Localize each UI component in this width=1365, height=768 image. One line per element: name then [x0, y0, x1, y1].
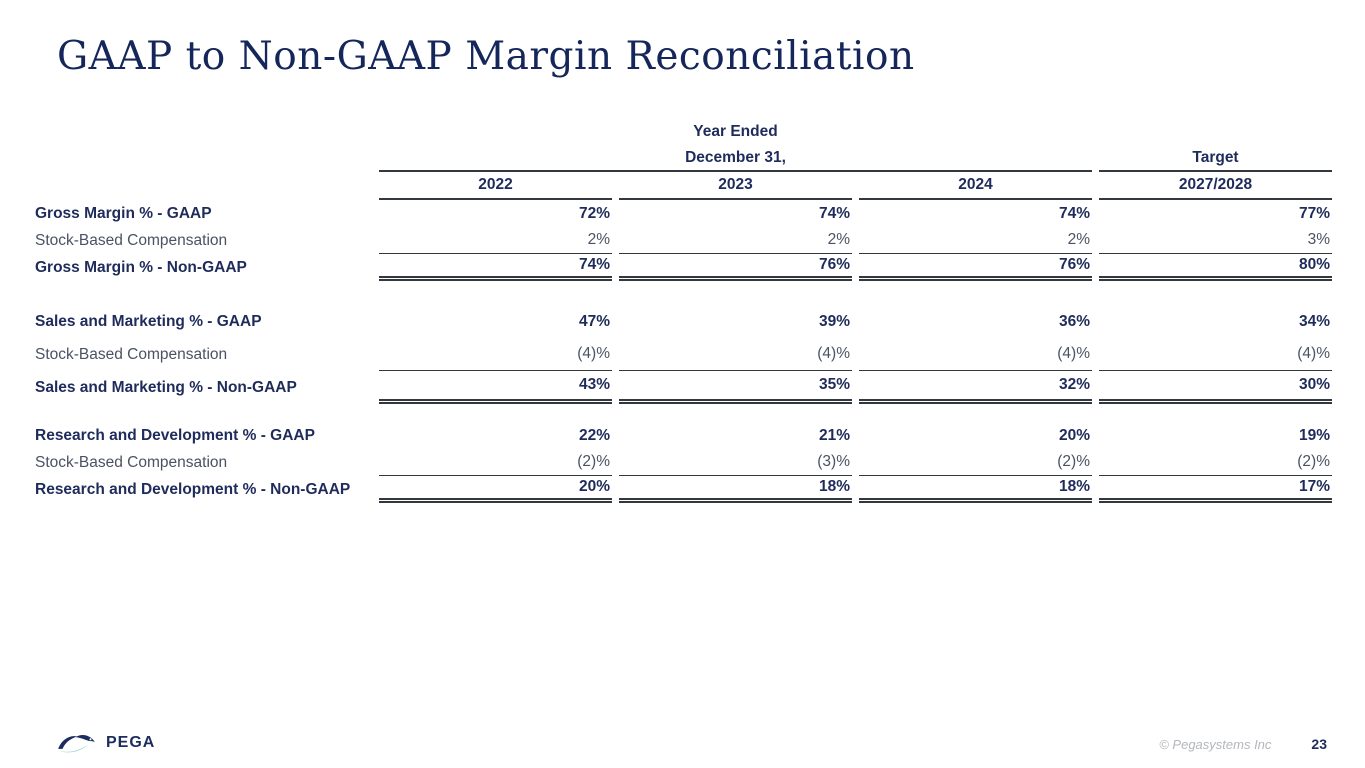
value-cell: 20%	[379, 476, 612, 503]
copyright-text: © Pegasystems Inc	[1159, 737, 1272, 752]
table-row-gross-margin-nongaap: Gross Margin % - Non-GAAP 74% 76% 76% 80…	[35, 254, 1335, 281]
value-cell: (4)%	[619, 338, 852, 371]
column-header-target-years: 2027/2028	[1099, 172, 1332, 200]
table-row-gross-margin-sbc: Stock-Based Compensation 2% 2% 2% 3%	[35, 227, 1335, 254]
column-header-2022: 2022	[379, 172, 612, 200]
value-cell: 19%	[1298, 426, 1330, 444]
value-cell: 18%	[859, 476, 1092, 503]
column-header-2023: 2023	[619, 172, 852, 200]
row-label: Stock-Based Compensation	[35, 453, 228, 471]
table-row-sales-marketing-gaap: Sales and Marketing % - GAAP 47% 39% 36%…	[35, 305, 1335, 338]
target-label: Target	[1099, 146, 1332, 172]
row-label: Research and Development % - Non-GAAP	[35, 480, 351, 498]
value-cell: 2%	[859, 227, 1092, 254]
value-cell: (2)%	[379, 449, 612, 476]
value-cell: (2)%	[859, 449, 1092, 476]
value-cell: (2)%	[1099, 449, 1332, 476]
value-cell: 34%	[1298, 312, 1330, 330]
header-spacer	[35, 146, 372, 172]
row-label: Gross Margin % - Non-GAAP	[35, 258, 247, 276]
table-row-sales-marketing-sbc: Stock-Based Compensation (4)% (4)% (4)% …	[35, 338, 1335, 371]
table-header-year-ended: Year Ended	[35, 118, 1335, 146]
value-cell: (3)%	[619, 449, 852, 476]
table-row-gross-margin-gaap: Gross Margin % - GAAP 72% 74% 74% 77%	[35, 200, 1335, 227]
value-cell: 77%	[1298, 204, 1330, 222]
value-cell: 36%	[1058, 312, 1090, 330]
value-cell: 2%	[619, 227, 852, 254]
table-row-sales-marketing-nongaap: Sales and Marketing % - Non-GAAP 43% 35%…	[35, 371, 1335, 404]
column-header-2024: 2024	[859, 172, 1092, 200]
value-cell: 17%	[1099, 476, 1332, 503]
section-spacer	[35, 404, 1335, 422]
december-label: December 31,	[379, 146, 1092, 172]
value-cell: 47%	[578, 312, 610, 330]
value-cell: 80%	[1099, 254, 1332, 281]
table-row-rd-gaap: Research and Development % - GAAP 22% 21…	[35, 422, 1335, 449]
value-cell: 18%	[619, 476, 852, 503]
value-cell: 39%	[818, 312, 850, 330]
value-cell: 43%	[379, 371, 612, 404]
pega-logo-text: PEGA	[106, 734, 156, 751]
value-cell: (4)%	[379, 338, 612, 371]
row-label: Sales and Marketing % - GAAP	[35, 312, 262, 330]
row-label: Research and Development % - GAAP	[35, 426, 315, 444]
row-label: Stock-Based Compensation	[35, 231, 228, 249]
value-cell: 76%	[859, 254, 1092, 281]
table-row-rd-nongaap: Research and Development % - Non-GAAP 20…	[35, 476, 1335, 503]
pega-bird-icon	[58, 735, 95, 753]
value-cell: 35%	[619, 371, 852, 404]
margin-reconciliation-table: Year Ended December 31, Target 2022 2023…	[35, 118, 1335, 503]
table-row-rd-sbc: Stock-Based Compensation (2)% (3)% (2)% …	[35, 449, 1335, 476]
value-cell: 30%	[1099, 371, 1332, 404]
value-cell: 74%	[1058, 204, 1090, 222]
page-number: 23	[1311, 736, 1327, 752]
value-cell: 74%	[379, 254, 612, 281]
row-label: Stock-Based Compensation	[35, 345, 228, 363]
value-cell: 76%	[619, 254, 852, 281]
value-cell: 20%	[1058, 426, 1090, 444]
value-cell: 74%	[818, 204, 850, 222]
header-spacer	[1099, 118, 1332, 146]
value-cell: (4)%	[859, 338, 1092, 371]
pega-logo: PEGA	[56, 731, 155, 755]
footer-meta: © Pegasystems Inc 23	[1159, 736, 1327, 752]
row-label: Gross Margin % - GAAP	[35, 204, 212, 222]
row-label: Sales and Marketing % - Non-GAAP	[35, 378, 297, 396]
value-cell: 3%	[1099, 227, 1332, 254]
section-spacer	[35, 281, 1335, 305]
table-header-december-target: December 31, Target	[35, 146, 1335, 172]
header-spacer	[35, 118, 372, 146]
year-ended-label: Year Ended	[693, 123, 778, 140]
value-cell: 22%	[578, 426, 610, 444]
value-cell: (4)%	[1099, 338, 1332, 371]
value-cell: 72%	[578, 204, 610, 222]
value-cell: 32%	[859, 371, 1092, 404]
value-cell: 2%	[379, 227, 612, 254]
table-header-years: 2022 2023 2024 2027/2028	[35, 172, 1335, 200]
page-title: GAAP to Non-GAAP Margin Reconciliation	[57, 34, 915, 79]
header-spacer	[35, 172, 372, 200]
value-cell: 21%	[818, 426, 850, 444]
